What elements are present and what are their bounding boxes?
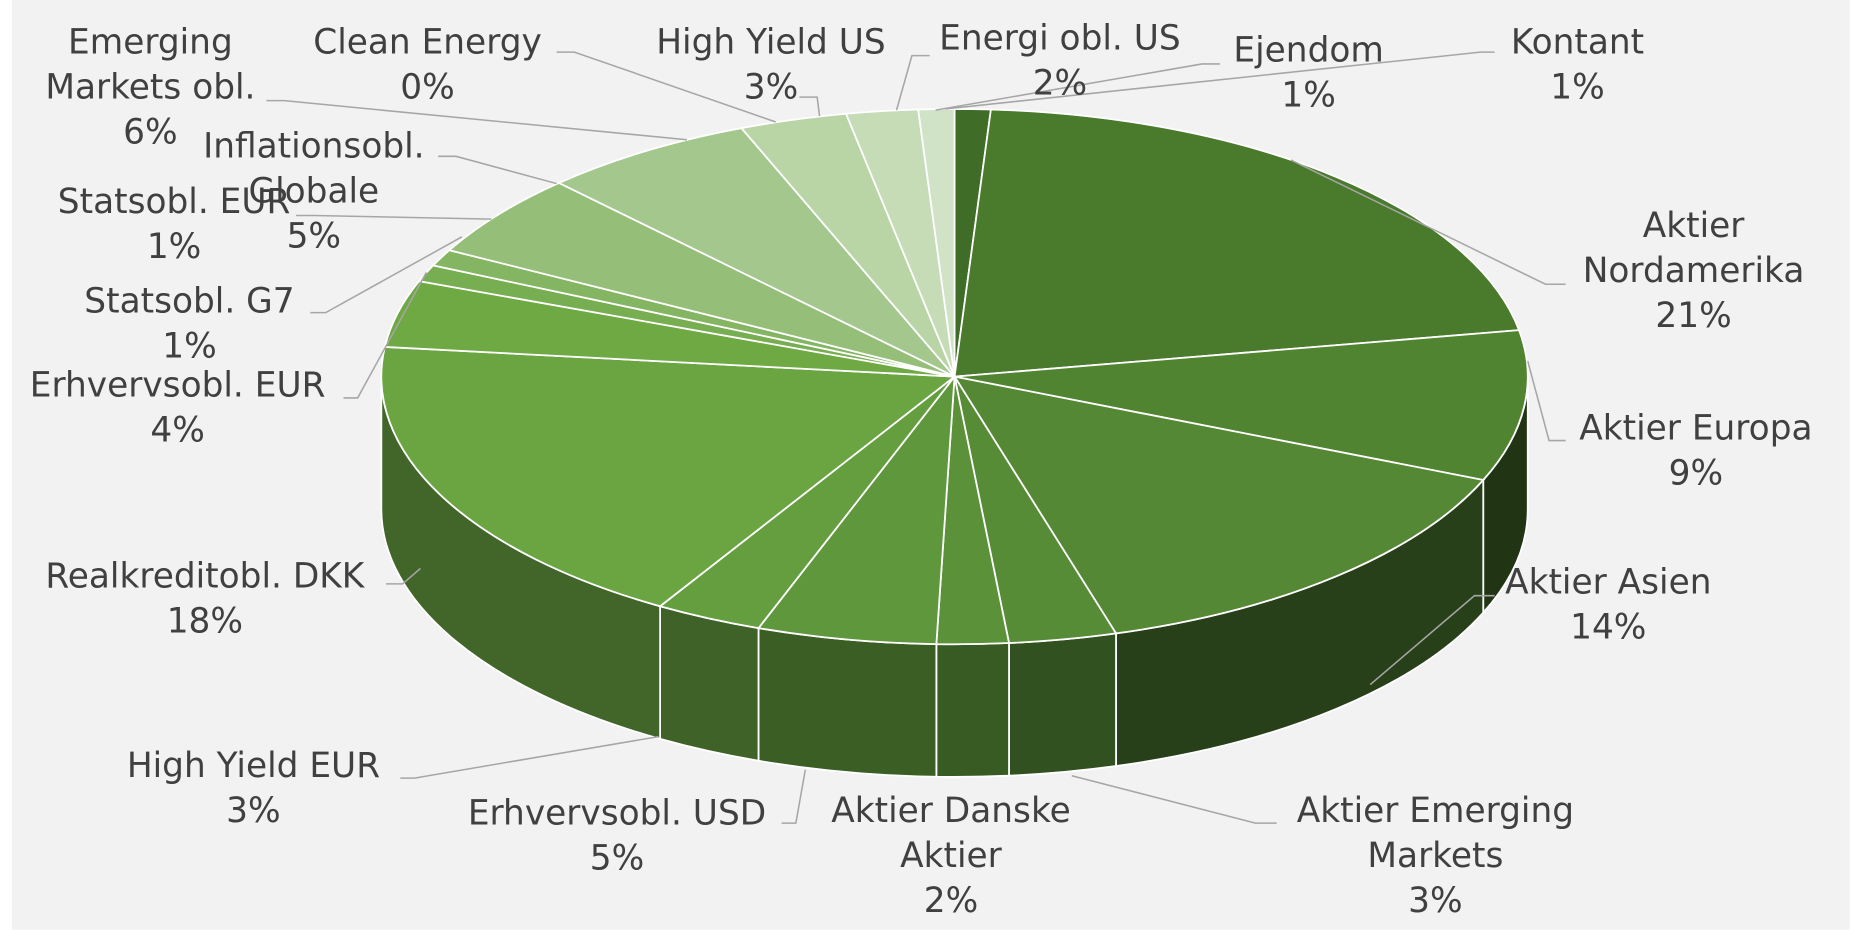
data-label: Aktier Nordamerika 21% [1557,203,1829,338]
data-label: Ejendom 1% [1214,27,1403,117]
category-label: Ejendom [1233,29,1384,70]
slice [380,346,957,608]
value-label: 4% [150,409,205,451]
category-label: Aktier Europa [1579,407,1813,448]
category-label: Inflationsobl. Globale [203,125,425,211]
slice [447,181,955,378]
value-label: 14% [1570,606,1647,647]
data-label: Aktier Emerging Markets 3% [1264,788,1607,923]
data-label: High Yield US 3% [635,19,907,109]
slice [954,329,1529,481]
data-label: Clean Energy 0% [291,19,563,109]
leader-line [343,272,428,399]
value-label: 5% [589,837,645,878]
data-label: Statsobl. G7 1% [65,278,314,368]
data-label: High Yield EUR 3% [99,743,407,833]
leader-line [386,567,421,585]
value-label: 0% [400,66,455,107]
leader-line [310,236,463,314]
leader-line [296,214,492,220]
slice-side [935,642,1010,778]
category-label: Erhvervsobl. USD [467,792,767,833]
data-label: Energi obl. US 2% [918,15,1202,105]
value-label: 18% [166,600,244,641]
value-label: 1% [162,325,217,366]
value-label: 5% [286,215,342,256]
slice [952,375,1485,635]
value-label: 1% [1281,74,1336,115]
slice [953,108,1521,378]
value-label: 1% [146,226,202,267]
category-label: Aktier Danske Aktier [831,789,1071,876]
leader-line [400,735,659,779]
category-label: High Yield US [656,21,886,62]
slice [917,108,956,377]
slice [556,127,956,378]
leader-line [266,99,687,141]
leader-line [1071,774,1277,824]
value-label: 3% [1408,879,1463,921]
category-label: High Yield EUR [126,744,381,786]
value-label: 2% [923,879,979,921]
leader-line [799,96,821,117]
category-label: Clean Energy [313,21,542,62]
category-label: Aktier Nordamerika [1582,204,1805,291]
value-label: 1% [1550,66,1605,107]
category-label: Statsobl. G7 [84,280,295,321]
data-label: Aktier Danske Aktier 2% [803,788,1099,923]
leader-line [1527,361,1566,442]
data-label: Aktier Asien 14% [1478,559,1739,649]
data-label: Erhvervsobl. USD 5% [445,790,788,880]
category-label: Emerging Markets obl. [45,21,256,107]
category-label: Aktier Emerging Markets [1296,789,1575,876]
data-label: Aktier Europa 9% [1554,405,1838,495]
leader-line [895,54,930,111]
category-label: Kontant [1510,21,1645,62]
data-label: Erhvervsobl. EUR 4% [6,362,349,452]
value-label: 3% [743,66,799,107]
leader-line [935,63,1220,111]
value-label: 2% [1032,62,1088,104]
data-label: Emerging Markets obl. 6% [26,19,275,154]
slice [756,373,956,646]
category-label: Erhvervsobl. EUR [29,364,326,406]
leader-line [1290,159,1566,286]
category-label: Realkreditobl. DKK [45,555,365,596]
data-label: Inflationsobl. Globale 5% [184,123,445,258]
data-label: Statsobl. EUR 1% [38,179,310,269]
value-label: 3% [226,789,281,831]
leader-line [781,769,807,824]
slice-side [1008,632,1117,777]
category-label: Aktier Asien [1505,561,1712,602]
value-label: 21% [1655,294,1732,336]
category-label: Statsobl. EUR [57,181,291,222]
value-label: 9% [1668,452,1724,493]
leader-line [1369,594,1495,686]
slice-side [659,605,760,762]
leader-line [944,51,1495,110]
leader-line [556,51,776,123]
leader-line [438,155,557,185]
category-label: Energi obl. US [939,17,1181,59]
value-label: 6% [123,111,178,152]
slice-side [757,627,938,778]
data-label: Kontant 1% [1459,19,1696,109]
data-label: Realkreditobl. DKK 18% [15,553,394,643]
